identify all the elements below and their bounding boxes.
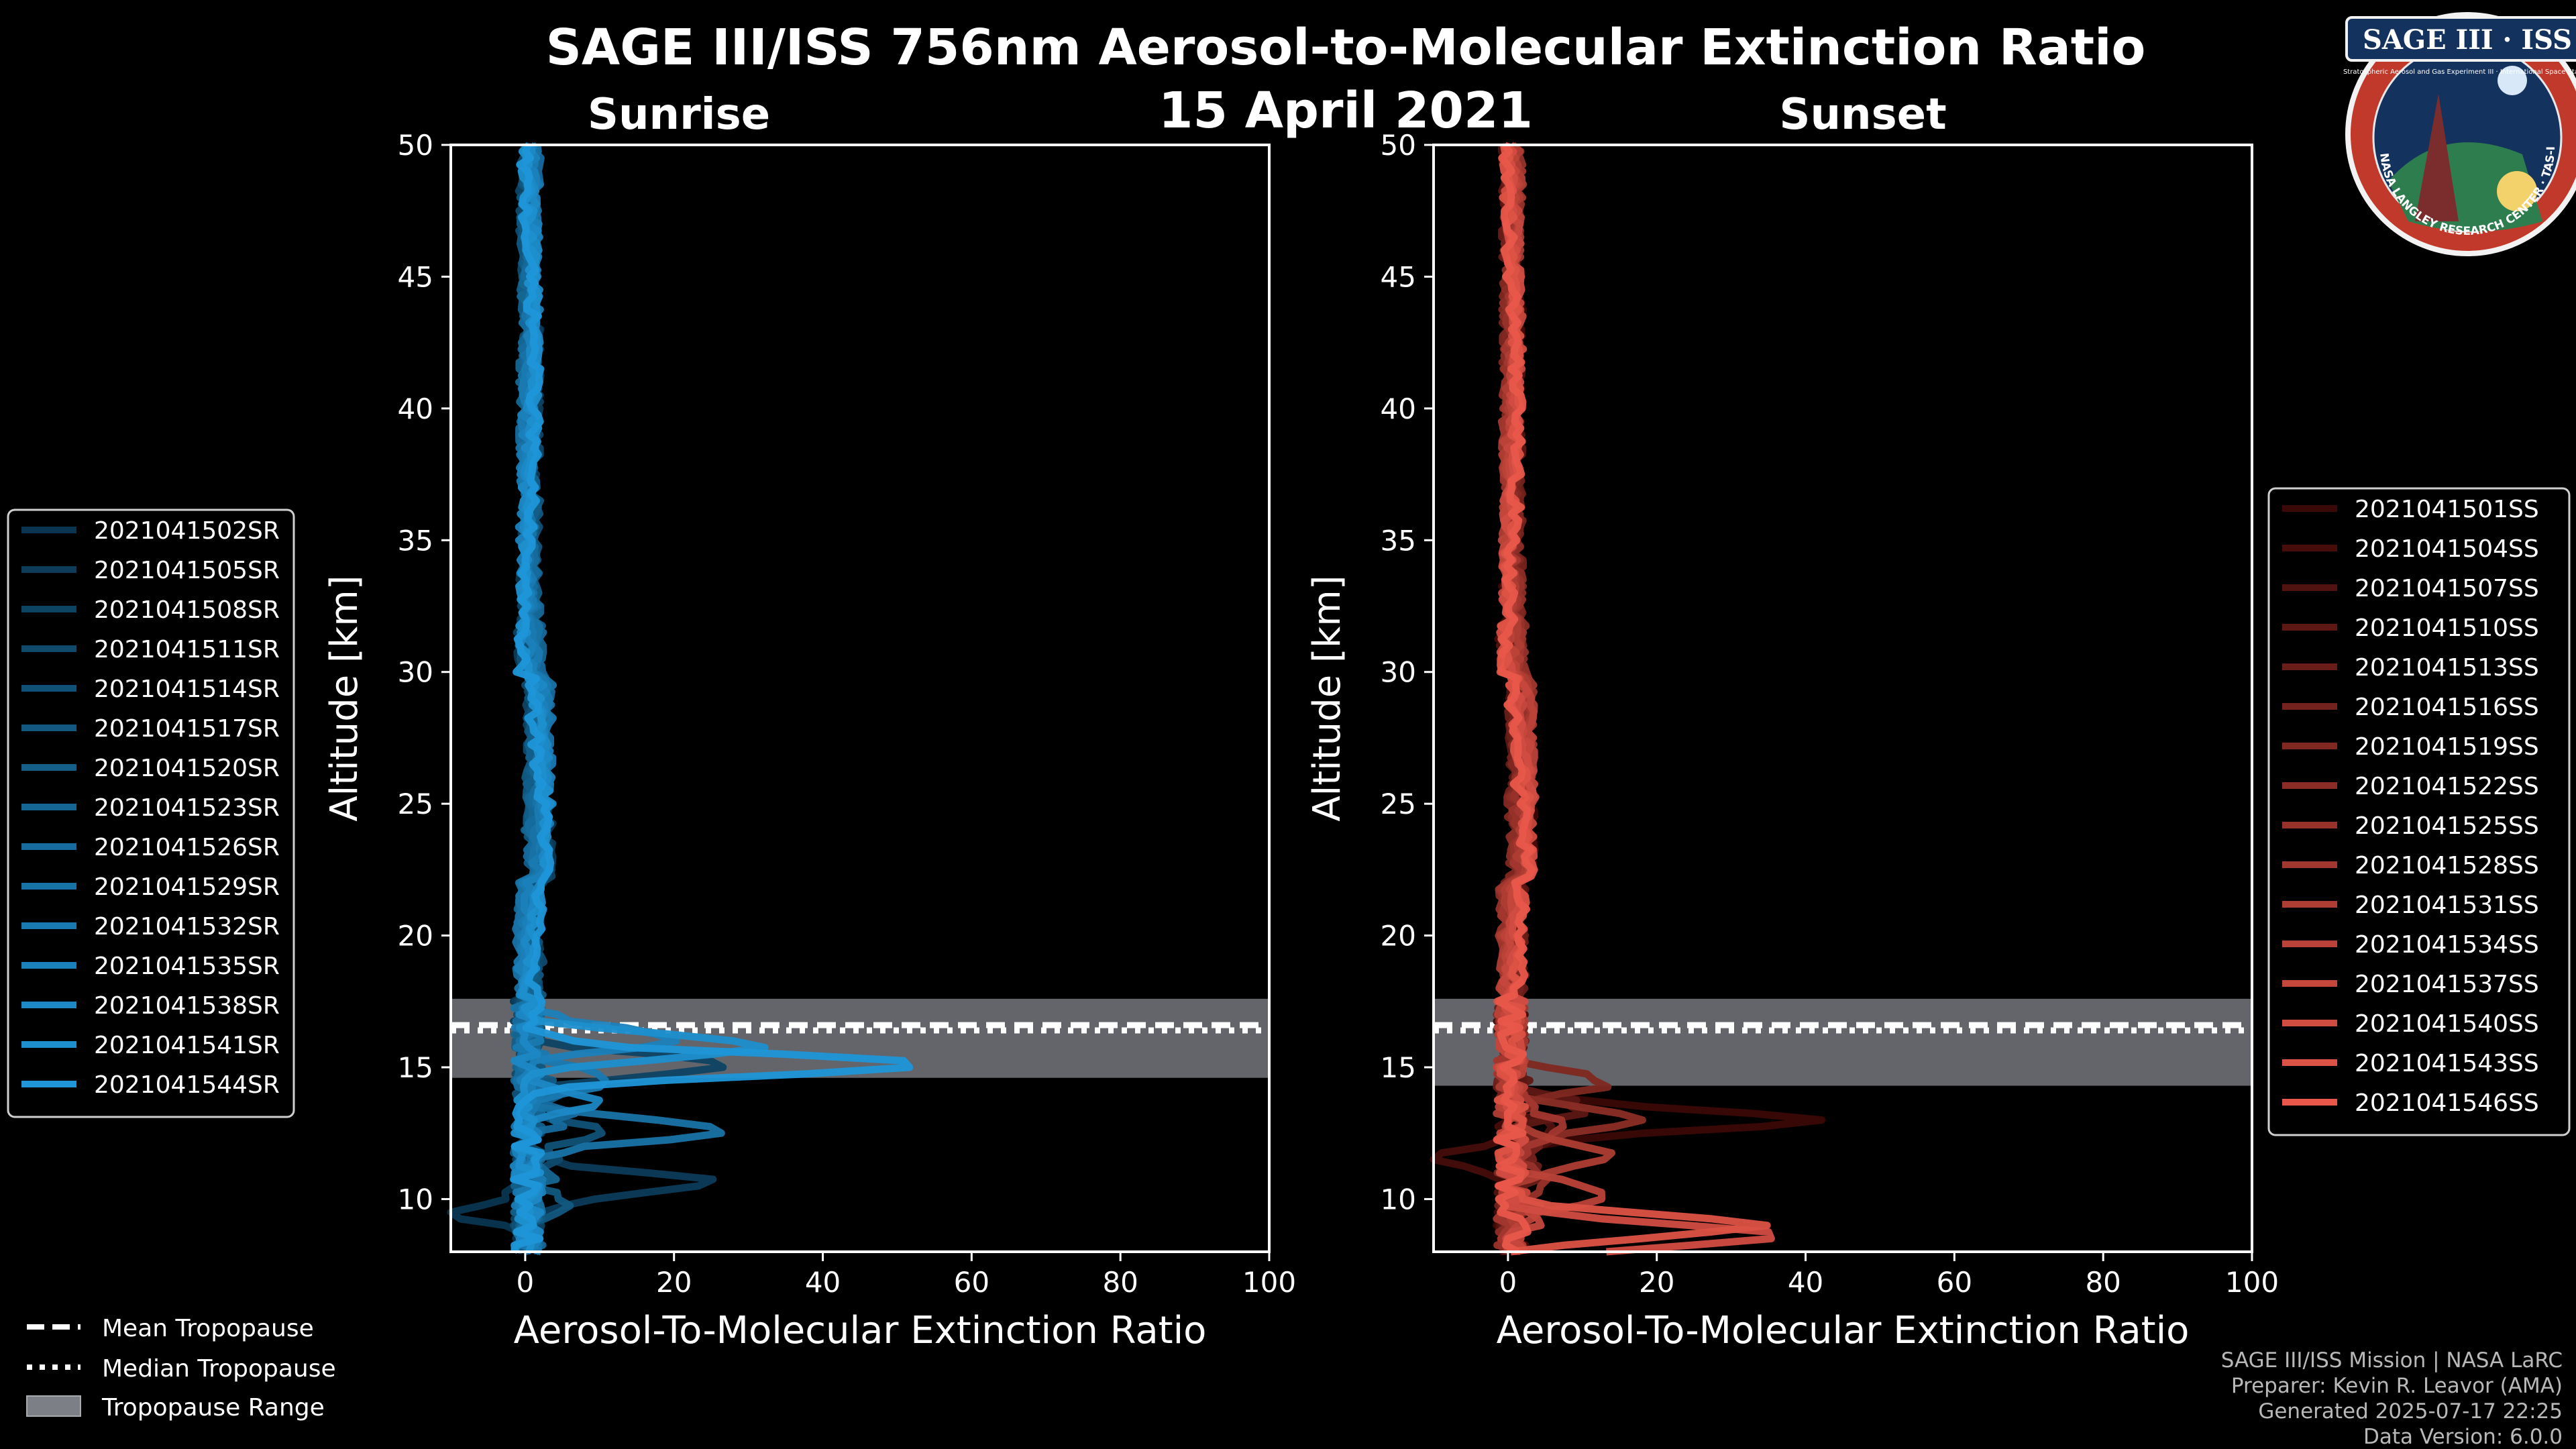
sunrise-legend-label: 2021041541SR: [94, 1032, 280, 1059]
sunset-y-tick-label: 20: [1381, 920, 1416, 953]
sunrise-legend-label: 2021041532SR: [94, 913, 280, 941]
sunrise-legend-label: 2021041520SR: [94, 755, 280, 782]
sunset-legend-label: 2021041504SS: [2355, 535, 2539, 563]
sunset-plot-frame: [1432, 144, 2253, 1253]
sunset-legend-label: 2021041522SS: [2355, 773, 2539, 800]
sunrise-y-tick-label: 15: [398, 1051, 433, 1084]
sunset-x-tick-label: 0: [1499, 1266, 1517, 1299]
sunrise-x-tick-label: 80: [1102, 1266, 1138, 1299]
tropopause-legend: Mean Tropopause Median Tropopause Tropop…: [26, 1315, 336, 1421]
sunset-legend-label: 2021041510SS: [2355, 614, 2539, 642]
sunset-series-line-2021041546SS: [1493, 142, 1536, 1255]
sunset-y-tick-label: 50: [1381, 129, 1416, 162]
sunrise-y-tick-label: 45: [398, 260, 433, 293]
logo-figure-icon: [2415, 94, 2459, 221]
tropopause-range-legend-swatch: [26, 1395, 81, 1417]
chart-date: 15 April 2021: [1159, 82, 1533, 140]
sunrise-legend-label: 2021041523SR: [94, 794, 280, 822]
mean-tropopause-label: Mean Tropopause: [102, 1315, 314, 1342]
sunrise-legend-label: 2021041511SR: [94, 636, 280, 663]
credit-generated: Generated 2025-07-17 22:25: [2258, 1399, 2563, 1424]
sunrise-legend-label: 2021041508SR: [94, 596, 280, 624]
sunrise-y-axis-label: Altitude [km]: [323, 575, 366, 821]
sunrise-subtitle: Sunrise: [588, 90, 770, 140]
sunset-x-tick-label: 100: [2225, 1266, 2279, 1299]
logo-moon-icon: [2498, 66, 2527, 95]
sunset-legend-label: 2021041501SS: [2355, 496, 2539, 523]
sunset-legend-label: 2021041528SS: [2355, 852, 2539, 879]
sunrise-legend-label: 2021041538SR: [94, 992, 280, 1020]
sunset-legend-label: 2021041507SS: [2355, 575, 2539, 602]
sunset-y-tick-label: 40: [1381, 392, 1416, 425]
logo-title: SAGE III · ISS: [2363, 24, 2572, 56]
sunset-legend-label: 2021041537SS: [2355, 971, 2539, 998]
sunrise-legend-label: 2021041544SR: [94, 1071, 280, 1099]
sunset-legend-label: 2021041531SS: [2355, 892, 2539, 919]
sunrise-legend-label: 2021041535SR: [94, 953, 280, 980]
sunset-y-axis-label: Altitude [km]: [1305, 575, 1349, 821]
sunrise-x-tick-label: 60: [954, 1266, 989, 1299]
sunrise-x-tick-label: 20: [656, 1266, 692, 1299]
sunrise-legend-label: 2021041526SR: [94, 834, 280, 861]
median-tropopause-label: Median Tropopause: [102, 1355, 336, 1383]
logo-sun-icon: [2497, 171, 2537, 211]
sunset-legend-label: 2021041534SS: [2355, 931, 2539, 959]
sunrise-legend-label: 2021041517SR: [94, 715, 280, 743]
sunrise-y-tick-label: 30: [398, 656, 433, 689]
sunset-tropopause-range: [1434, 998, 2252, 1086]
credit-preparer: Preparer: Kevin R. Leavor (AMA): [2231, 1374, 2563, 1398]
chart-title: SAGE III/ISS 756nm Aerosol-to-Molecular …: [546, 19, 2146, 76]
sunrise-y-tick-label: 10: [398, 1183, 433, 1216]
sunset-y-tick-label: 10: [1381, 1183, 1416, 1216]
sunset-legend-label: 2021041546SS: [2355, 1089, 2539, 1117]
logo-banner: [2345, 16, 2576, 62]
sunrise-x-tick-label: 0: [517, 1266, 535, 1299]
sunset-y-tick-label: 35: [1381, 524, 1416, 557]
sunrise-legend-frame: [7, 508, 295, 1118]
sunrise-series-line-2021041544SR: [511, 143, 914, 1252]
sunset-x-tick-label: 80: [2085, 1266, 2121, 1299]
sunset-y-tick-label: 25: [1381, 788, 1416, 820]
logo-subtitle: Stratospheric Aerosol and Gas Experiment…: [2343, 68, 2576, 76]
credits: SAGE III/ISS Mission | NASA LaRC Prepare…: [2221, 1348, 2563, 1449]
sunrise-legend: 2021041502SR 2021041505SR 2021041508SR 2021…: [7, 508, 295, 1118]
sunset-legend-label: 2021041513SS: [2355, 654, 2539, 682]
sunset-y-tick-label: 30: [1381, 656, 1416, 689]
sunset-x-tick-label: 40: [1788, 1266, 1823, 1299]
sunset-legend-label: 2021041543SS: [2355, 1050, 2539, 1077]
sunrise-y-tick-label: 35: [398, 524, 433, 557]
sunset-x-tick-label: 20: [1639, 1266, 1674, 1299]
sunrise-legend-label: 2021041514SR: [94, 676, 280, 703]
sunrise-y-tick-label: 25: [398, 788, 433, 820]
sunrise-legend-label: 2021041529SR: [94, 873, 280, 901]
sunset-legend-frame: [2267, 487, 2571, 1136]
sunrise-x-tick-label: 40: [805, 1266, 841, 1299]
sunset-y-tick-label: 45: [1381, 260, 1416, 293]
tropopause-range-label: Tropopause Range: [101, 1394, 325, 1421]
sunrise-plot-frame: [449, 144, 1271, 1253]
credit-data-version: Data Version: 6.0.0: [2363, 1425, 2563, 1449]
sunset-legend: 2021041501SS 2021041504SS 2021041507SS 2021…: [2267, 487, 2571, 1136]
sunset-x-axis-label: Aerosol-To-Molecular Extinction Ratio: [1497, 1309, 2190, 1352]
sunrise-x-tick-label: 100: [1242, 1266, 1296, 1299]
sunset-x-tick-label: 60: [1937, 1266, 1972, 1299]
sunrise-y-tick-label: 50: [398, 129, 433, 162]
sunset-legend-label: 2021041540SS: [2355, 1010, 2539, 1038]
sunrise-y-tick-label: 20: [398, 920, 433, 953]
sunset-subtitle: Sunset: [1779, 90, 1946, 140]
sunrise-panel: Sunrise 0 20 40 60 80 100 10 15 20 25 30 35 40 45 50 Aer…: [323, 90, 1296, 1352]
sunset-panel: Sunset 0 20 40 60 80 100 10 15 20 25 30 35 40 45 50 Aero…: [1305, 90, 2279, 1352]
sunset-legend-label: 2021041516SS: [2355, 694, 2539, 721]
sunrise-legend-label: 2021041502SR: [94, 517, 280, 545]
sunset-legend-label: 2021041519SS: [2355, 733, 2539, 761]
sunset-y-tick-label: 15: [1381, 1051, 1416, 1084]
sunset-legend-label: 2021041525SS: [2355, 812, 2539, 840]
sunrise-x-axis-label: Aerosol-To-Molecular Extinction Ratio: [514, 1309, 1207, 1352]
credit-mission: SAGE III/ISS Mission | NASA LaRC: [2221, 1348, 2563, 1373]
sunrise-legend-label: 2021041505SR: [94, 557, 280, 584]
sunrise-y-tick-label: 40: [398, 392, 433, 425]
